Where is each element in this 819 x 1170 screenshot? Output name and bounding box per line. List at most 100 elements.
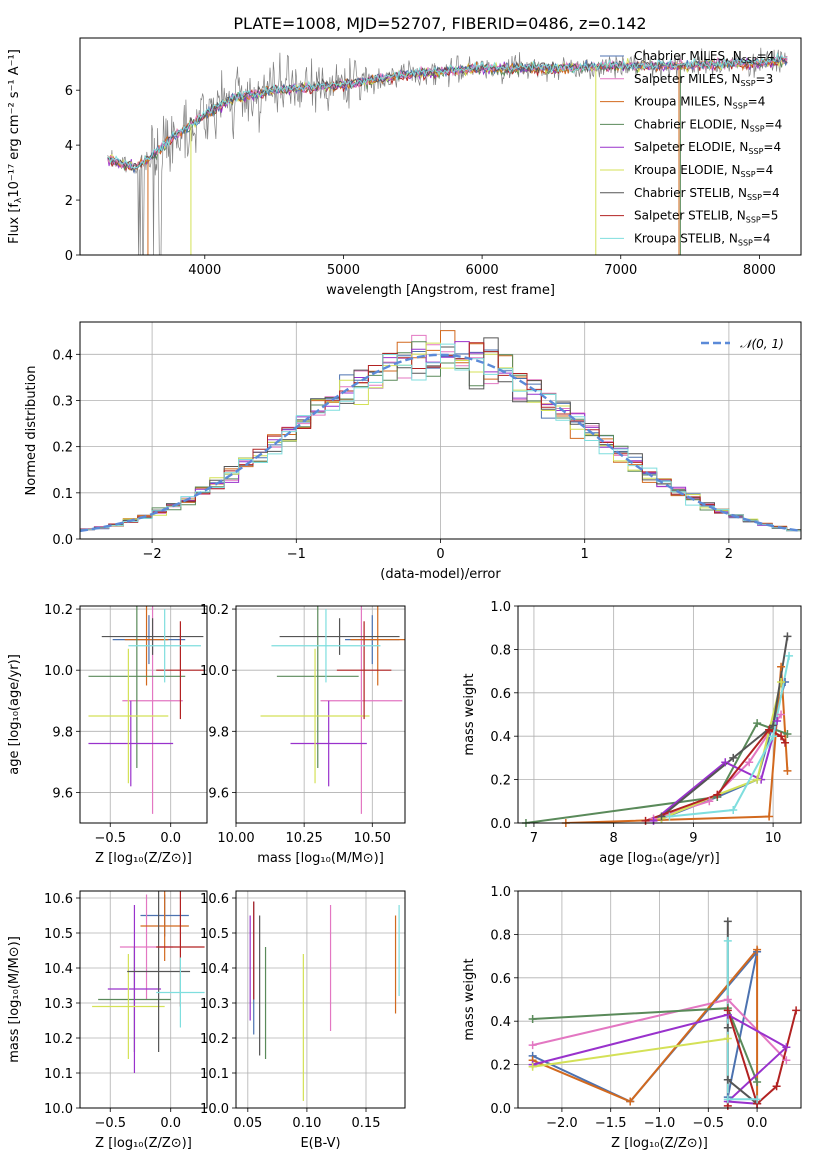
panel-mass-vs-Z: −0.5 0.0 10.0 10.1 10.2 10.3 10.4 10.5 10.6 Z [lo… <box>7 890 208 1151</box>
x-tick-label: 0.15 <box>352 1116 381 1131</box>
plus-marker <box>782 1043 791 1052</box>
y-tick-label: 9.8 <box>208 725 229 740</box>
mass-weight-line <box>645 728 786 822</box>
y-tick-label: 1.0 <box>490 600 511 615</box>
legend-label: 𝒩(0, 1) <box>740 337 784 351</box>
y-tick-label: 10.1 <box>44 1067 73 1082</box>
y-tick-label: 9.8 <box>52 725 73 740</box>
plus-marker <box>753 1077 762 1086</box>
y-tick-label: 0 <box>65 249 73 264</box>
plus-marker <box>785 651 794 660</box>
y-tick-label: 0.8 <box>490 928 511 943</box>
plus-marker <box>528 1041 537 1050</box>
plus-marker <box>753 719 762 728</box>
x-tick-label: 10.00 <box>217 831 254 846</box>
y-tick-label: 0.4 <box>490 730 511 745</box>
x-tick-label: 9 <box>689 831 697 846</box>
plus-marker <box>713 790 722 799</box>
x-axis-label: Z [log₁₀(Z/Z⊙)] <box>95 851 192 866</box>
axes-frame <box>79 605 208 824</box>
plus-marker <box>772 1082 781 1091</box>
y-tick-label: 10.5 <box>200 927 229 942</box>
plus-marker <box>528 1015 537 1024</box>
y-tick-label: 0.8 <box>490 643 511 658</box>
y-tick-label: 10.3 <box>44 997 73 1012</box>
x-tick-label: 4000 <box>188 263 221 278</box>
mass-weight-line <box>532 951 759 1103</box>
y-tick-label: 10.2 <box>44 603 73 618</box>
x-tick-label: 5000 <box>327 263 360 278</box>
y-tick-label: 0.4 <box>490 1015 511 1030</box>
y-tick-label: 0.2 <box>490 774 511 789</box>
plus-marker <box>783 632 792 641</box>
x-tick-label: 8000 <box>743 263 776 278</box>
plus-marker <box>729 805 738 814</box>
plus-marker <box>773 717 782 726</box>
plus-marker <box>729 753 738 762</box>
x-axis-label: wavelength [Angstrom, rest frame] <box>326 283 555 298</box>
y-tick-label: 10.6 <box>44 892 73 907</box>
axes-frame <box>79 37 802 256</box>
y-tick-label: 9.6 <box>52 786 73 801</box>
x-tick-label: 1 <box>581 547 589 562</box>
plus-marker <box>792 1006 801 1015</box>
y-tick-label: 9.6 <box>208 786 229 801</box>
mass-weight-line <box>660 636 789 818</box>
mass-weight-line <box>661 681 783 820</box>
y-tick-label: 0.0 <box>490 1102 511 1117</box>
y-axis-label: Normed distribution <box>24 366 39 496</box>
axes-frame <box>235 890 406 1109</box>
x-axis-label: mass [log₁₀(M/M⊙)] <box>257 851 384 866</box>
spectrum-model-line <box>107 56 788 173</box>
plus-marker <box>783 766 792 775</box>
plus-marker <box>657 812 666 821</box>
panel-age-vs-mass: 10.00 10.25 10.50 9.6 9.8 10.0 10.2 mass [log₁₀… <box>200 603 406 866</box>
plus-marker <box>777 732 786 741</box>
y-tick-label: 0.6 <box>490 687 511 702</box>
x-tick-label: −1.0 <box>644 1116 676 1131</box>
mass-weight-line <box>565 666 789 823</box>
legend-label: Chabrier MILES, NSSP=4 <box>634 49 774 65</box>
plot-area <box>107 47 788 255</box>
legend-label: Salpeter MILES, NSSP=3 <box>634 72 773 88</box>
figure-title: PLATE=1008, MJD=52707, FIBERID=0486, z=0… <box>233 14 646 33</box>
x-tick-label: 0 <box>436 547 444 562</box>
x-tick-label: −0.5 <box>693 1116 725 1131</box>
y-tick-label: 0.3 <box>52 394 73 409</box>
y-tick-label: 10.5 <box>44 927 73 942</box>
panel-mass-weight-vs-age: 7 8 9 10 0.0 0.2 0.4 0.6 0.8 1.0 age [log₁₀(age/yr… <box>462 600 802 866</box>
y-tick-label: 10.0 <box>200 1102 229 1117</box>
x-tick-label: −0.5 <box>94 1116 126 1131</box>
x-tick-label: 6000 <box>466 263 499 278</box>
plus-marker <box>723 1006 732 1015</box>
plot-area <box>518 606 801 823</box>
plus-marker <box>769 721 778 730</box>
x-tick-label: 2 <box>725 547 733 562</box>
x-tick-label: 10 <box>765 831 782 846</box>
y-tick-label: 10.2 <box>44 1032 73 1047</box>
legend-label: Kroupa ELODIE, NSSP=4 <box>634 163 773 179</box>
y-tick-label: 10.6 <box>200 892 229 907</box>
y-tick-label: 10.0 <box>44 664 73 679</box>
plot-area <box>80 322 801 539</box>
plus-marker <box>723 1095 732 1104</box>
mass-weight-line <box>532 946 759 1104</box>
y-tick-label: 0.4 <box>52 348 73 363</box>
y-tick-label: 6 <box>65 84 73 99</box>
x-axis-label: age [log₁₀(age/yr)] <box>599 851 720 866</box>
mass-weight-line <box>532 1037 728 1068</box>
x-axis-label: Z [log₁₀(Z/Z⊙)] <box>95 1136 192 1151</box>
y-tick-label: 10.1 <box>200 1067 229 1082</box>
plus-marker <box>783 730 792 739</box>
panel-age-vs-Z: −0.5 0.0 9.6 9.8 10.0 10.2 Z [log₁₀(Z/Z⊙)] age … <box>7 603 208 866</box>
plus-marker <box>665 812 674 821</box>
axes-frame <box>79 890 208 1109</box>
plus-marker <box>723 1075 732 1084</box>
y-axis-label: Flux [fλ10⁻¹⁷ erg cm⁻² s⁻¹ A⁻¹] <box>7 49 24 244</box>
plus-marker <box>753 1095 762 1104</box>
x-tick-label: 7000 <box>604 263 637 278</box>
x-tick-label: −2.0 <box>546 1116 578 1131</box>
x-tick-label: 0.10 <box>292 1116 321 1131</box>
plus-marker <box>723 995 732 1004</box>
x-tick-label: 7 <box>530 831 538 846</box>
